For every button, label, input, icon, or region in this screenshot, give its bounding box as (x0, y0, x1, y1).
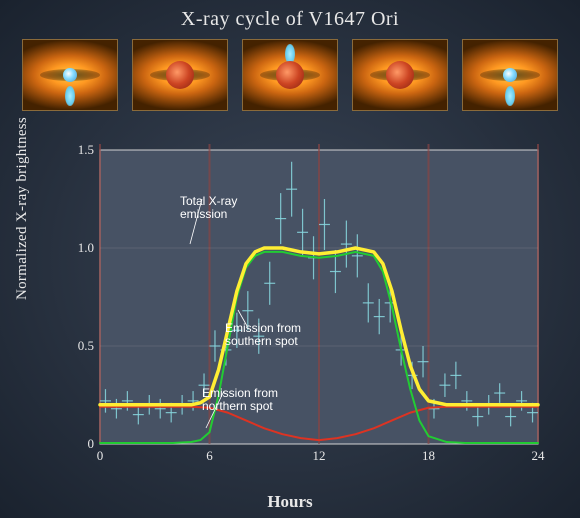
svg-text:1.0: 1.0 (78, 240, 94, 255)
phase-thumbnail (132, 39, 228, 111)
x-axis-label: Hours (0, 492, 580, 512)
series-annotation: Emission fromsouthern spot (225, 322, 301, 348)
series-annotation: Total X-rayemission (180, 195, 237, 221)
svg-text:12: 12 (313, 448, 326, 463)
phase-thumbnail (242, 39, 338, 111)
phase-thumbnail (22, 39, 118, 111)
svg-text:0.5: 0.5 (78, 338, 94, 353)
y-axis-label: Normalized X-ray brightness (14, 117, 31, 300)
svg-text:1.5: 1.5 (78, 144, 94, 157)
phase-thumbnail (352, 39, 448, 111)
chart-svg: 0 0.5 1.0 1.5 0 6 12 18 24 (68, 144, 546, 474)
phase-thumbnail (462, 39, 558, 111)
page-title: X-ray cycle of V1647 Ori (0, 0, 580, 31)
svg-text:18: 18 (422, 448, 435, 463)
chart-area: 0 0.5 1.0 1.5 0 6 12 18 24 (68, 144, 546, 474)
svg-text:24: 24 (532, 448, 546, 463)
svg-text:6: 6 (206, 448, 213, 463)
svg-text:0: 0 (97, 448, 104, 463)
svg-text:0: 0 (88, 436, 95, 451)
thumbnail-row (0, 31, 580, 111)
series-annotation: Emission fromnorthern spot (202, 387, 278, 413)
